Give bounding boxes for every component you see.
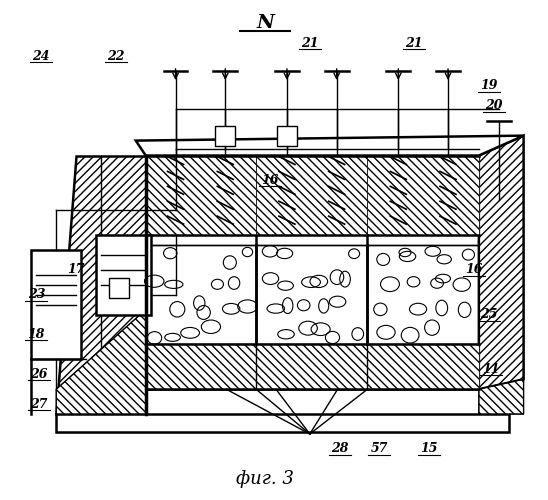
Bar — [31, 250, 81, 360]
Text: 26: 26 — [31, 368, 48, 381]
Bar — [256, 156, 368, 235]
Text: 23: 23 — [27, 288, 45, 301]
Polygon shape — [56, 310, 146, 414]
Text: 21: 21 — [301, 36, 318, 50]
Bar — [277, 126, 297, 146]
Text: 22: 22 — [107, 50, 124, 62]
Text: 18: 18 — [27, 328, 45, 341]
Polygon shape — [136, 136, 523, 156]
Text: 57: 57 — [370, 442, 388, 456]
Bar — [109, 278, 129, 297]
Bar — [146, 156, 479, 389]
Polygon shape — [479, 136, 523, 389]
Text: 20: 20 — [485, 100, 503, 112]
Text: 21: 21 — [406, 36, 423, 50]
Bar — [96, 235, 151, 314]
Text: 15: 15 — [420, 442, 438, 456]
Text: 16: 16 — [465, 264, 483, 276]
Text: 11: 11 — [482, 363, 500, 376]
Text: 28: 28 — [331, 442, 349, 456]
Bar — [146, 156, 256, 235]
Polygon shape — [56, 156, 146, 414]
Text: фиг. 3: фиг. 3 — [236, 470, 294, 488]
Text: 25: 25 — [480, 308, 498, 321]
Text: 27: 27 — [31, 398, 48, 410]
Bar — [215, 126, 235, 146]
Text: N: N — [256, 14, 274, 32]
Bar — [146, 344, 479, 389]
Bar — [146, 245, 479, 344]
Text: 16: 16 — [261, 174, 279, 187]
Bar — [56, 414, 509, 432]
Polygon shape — [479, 380, 523, 414]
Text: 19: 19 — [480, 80, 498, 92]
Bar — [368, 156, 479, 235]
Text: 24: 24 — [32, 50, 50, 62]
Text: 17: 17 — [67, 264, 85, 276]
